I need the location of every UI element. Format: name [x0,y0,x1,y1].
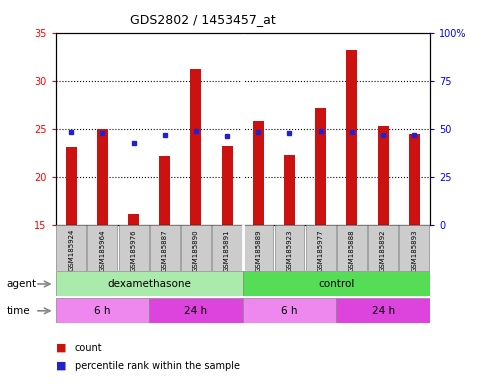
Text: dexamethasone: dexamethasone [107,279,191,289]
Text: GSM185891: GSM185891 [224,229,230,271]
Text: ■: ■ [56,343,66,353]
Text: GSM185888: GSM185888 [349,229,355,271]
Text: control: control [318,279,355,289]
Text: percentile rank within the sample: percentile rank within the sample [75,361,240,371]
Text: GSM185893: GSM185893 [411,229,417,271]
Bar [128,214,139,225]
Text: agent: agent [6,279,36,289]
Text: GSM185892: GSM185892 [380,229,386,271]
Bar [222,146,233,225]
Bar [150,225,180,271]
Bar [274,225,304,271]
Bar [212,225,242,271]
Bar [346,50,357,225]
Bar [315,109,326,225]
Text: GSM185890: GSM185890 [193,229,199,271]
Bar [242,271,430,296]
Bar [336,298,430,323]
Bar [190,69,201,225]
Bar [87,225,117,271]
Bar [368,225,398,271]
Text: GSM185889: GSM185889 [256,229,261,271]
Bar [149,298,242,323]
Bar [284,155,295,225]
Text: 24 h: 24 h [371,306,395,316]
Text: GSM185977: GSM185977 [318,229,324,271]
Bar [56,271,242,296]
Bar [66,147,77,225]
Bar [118,225,148,271]
Text: 24 h: 24 h [185,306,208,316]
Bar [243,225,273,271]
Bar [378,126,388,225]
Text: time: time [6,306,30,316]
Text: GSM185924: GSM185924 [68,229,74,271]
Bar [97,129,108,225]
Text: count: count [75,343,102,353]
Bar [409,134,420,225]
Text: GSM185887: GSM185887 [162,229,168,271]
Text: GDS2802 / 1453457_at: GDS2802 / 1453457_at [130,13,276,26]
Bar [56,298,149,323]
Bar [242,298,336,323]
Bar [159,156,170,225]
Bar [56,225,86,271]
Text: GSM185964: GSM185964 [99,229,105,271]
Bar [399,225,429,271]
Bar [306,225,336,271]
Text: GSM185923: GSM185923 [286,229,293,271]
Text: GSM185976: GSM185976 [130,229,137,271]
Bar [181,225,211,271]
Text: 6 h: 6 h [94,306,111,316]
Text: ■: ■ [56,361,66,371]
Text: 6 h: 6 h [281,306,298,316]
Bar [253,121,264,225]
Bar [337,225,367,271]
